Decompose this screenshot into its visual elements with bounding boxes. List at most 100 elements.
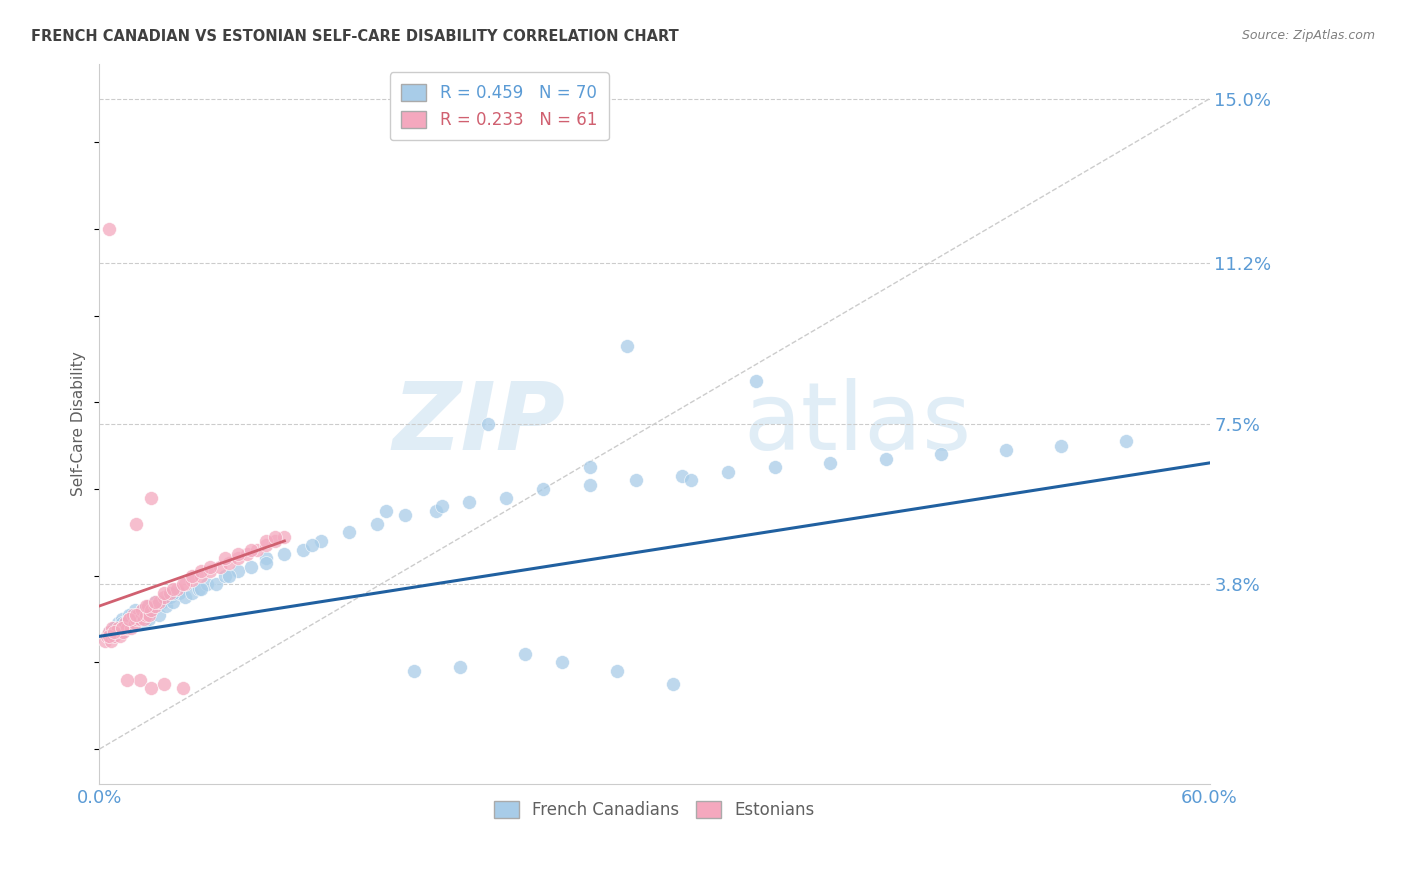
Point [477,417,499,431]
Point [551,656,574,670]
Point [173,577,195,591]
Point [254,533,277,548]
Point [394,508,416,522]
Point [402,664,425,678]
Point [115,621,138,635]
Point [105,625,128,640]
Point [111,621,134,635]
Point [218,568,240,582]
Point [124,616,146,631]
Point [107,616,129,631]
Point [103,621,125,635]
Point [136,599,159,613]
Point [578,460,600,475]
Point [273,530,295,544]
Point [159,586,181,600]
Point [495,491,517,505]
Point [121,616,143,631]
Point [172,577,194,591]
Point [818,456,841,470]
Point [141,681,163,696]
Point [101,629,124,643]
Point [375,503,398,517]
Point [533,482,555,496]
Point [155,599,177,613]
Point [264,533,287,548]
Point [112,625,135,640]
Point [337,525,360,540]
Point [763,460,786,475]
Point [118,607,141,622]
Point [200,564,222,578]
Point [181,568,204,582]
Point [135,607,157,622]
Text: FRENCH CANADIAN VS ESTONIAN SELF-CARE DISABILITY CORRELATION CHART: FRENCH CANADIAN VS ESTONIAN SELF-CARE DI… [31,29,679,44]
Point [273,547,295,561]
Point [162,582,184,596]
Point [240,542,263,557]
Point [236,547,259,561]
Point [162,594,184,608]
Point [311,533,333,548]
Point [103,629,125,643]
Point [994,442,1017,457]
Point [166,582,188,596]
Point [254,551,277,566]
Point [105,625,128,640]
Point [129,612,152,626]
Point [246,542,269,557]
Point [226,547,249,561]
Point [127,607,149,622]
Point [624,473,647,487]
Point [97,625,120,640]
Point [153,591,176,605]
Text: ZIP: ZIP [392,378,565,470]
Point [173,591,195,605]
Point [103,621,125,635]
Point [125,516,148,531]
Point [190,582,212,596]
Point [135,599,157,613]
Point [513,647,536,661]
Point [107,621,129,635]
Point [875,451,897,466]
Point [616,339,638,353]
Point [108,629,131,643]
Point [125,607,148,622]
Point [115,621,138,635]
Point [132,612,155,626]
Point [112,625,135,640]
Point [143,594,166,608]
Point [301,538,323,552]
Point [226,564,249,578]
Point [124,603,146,617]
Point [153,586,176,600]
Point [159,591,181,605]
Point [111,612,134,626]
Point [578,477,600,491]
Point [129,673,152,687]
Point [101,621,124,635]
Point [138,607,160,622]
Point [181,586,204,600]
Point [662,677,685,691]
Point [118,612,141,626]
Point [214,551,236,566]
Point [131,603,153,617]
Point [449,659,471,673]
Point [200,560,222,574]
Point [125,612,148,626]
Point [291,542,314,557]
Point [430,500,453,514]
Point [264,530,287,544]
Text: atlas: atlas [744,378,972,470]
Point [114,616,136,631]
Point [125,612,148,626]
Point [111,616,134,631]
Point [143,599,166,613]
Point [254,538,277,552]
Point [745,374,768,388]
Point [717,465,740,479]
Point [97,222,120,236]
Point [125,612,148,626]
